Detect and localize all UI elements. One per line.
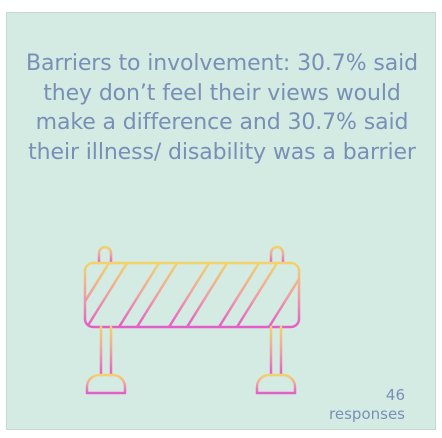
response-count: 46 responses	[329, 386, 405, 424]
response-count-number: 46	[385, 386, 405, 404]
road-barrier-icon	[83, 245, 301, 395]
response-count-label: responses	[329, 405, 405, 423]
stat-card: Barriers to involvement: 30.7% said they…	[6, 12, 436, 430]
headline-text: Barriers to involvement: 30.7% said they…	[25, 51, 419, 165]
